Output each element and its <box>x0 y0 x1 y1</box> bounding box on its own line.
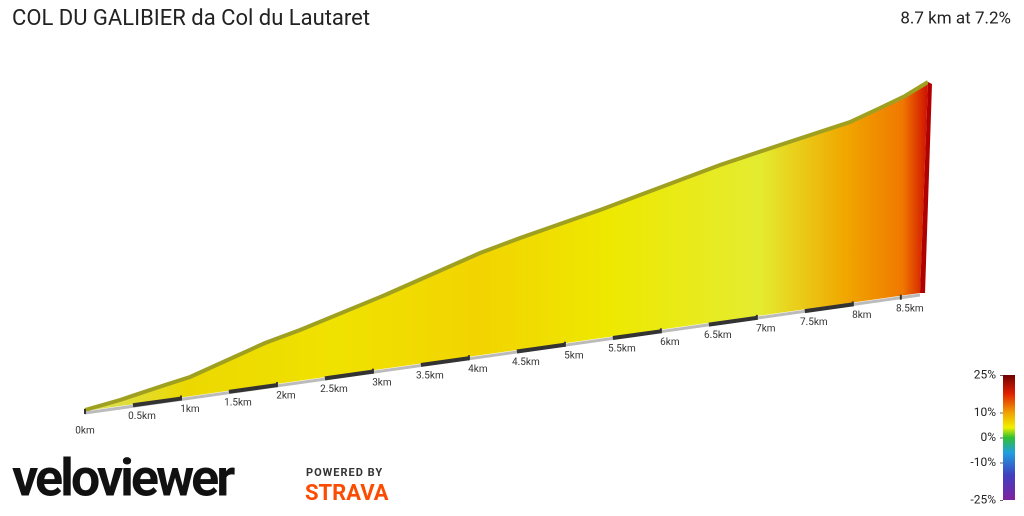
x-tick-label: 5.5km <box>608 344 636 355</box>
logo: veloviewer <box>12 448 235 509</box>
legend-label: -10% <box>970 455 996 469</box>
x-tick-label: 5km <box>564 350 584 361</box>
profile-area <box>85 82 928 411</box>
tick-mark <box>420 356 470 367</box>
legend-label: 10% <box>974 405 996 419</box>
x-tick-label: 2.5km <box>320 384 348 395</box>
strava-logo: STRAVA <box>305 481 389 506</box>
x-tick-label: 6km <box>660 337 680 348</box>
x-tick-label: 8.5km <box>896 303 924 314</box>
legend-label: -25% <box>970 493 996 507</box>
powered-by: POWERED BY <box>306 466 383 479</box>
x-tick-label: 6.5km <box>704 330 732 341</box>
tick-mark <box>804 302 854 314</box>
x-tick-label: 3km <box>372 377 392 388</box>
profile-edge <box>84 80 930 412</box>
x-tick-label: 8km <box>852 310 872 321</box>
legend-label: 25% <box>974 368 996 382</box>
x-tick-label: 0.5km <box>128 411 156 422</box>
tick-mark <box>132 396 182 408</box>
x-tick-label: 7km <box>756 324 776 335</box>
x-tick-label: 3.5km <box>416 371 444 382</box>
baseline <box>84 293 921 415</box>
x-tick-label: 0km <box>75 426 95 437</box>
gradient-scale <box>1003 375 1015 500</box>
chart-title: COL DU GALIBIER da Col du Lautaret <box>12 6 370 31</box>
x-tick-label: 1.5km <box>224 397 252 408</box>
tick-mark <box>708 315 758 327</box>
tick-mark <box>228 383 278 394</box>
tick-mark <box>516 342 566 354</box>
profile-end <box>920 82 932 293</box>
x-tick-label: 4.5km <box>512 357 540 368</box>
tick-mark <box>324 369 374 381</box>
legend-label: 0% <box>980 430 996 444</box>
chart-subtitle: 8.7 km at 7.2% <box>900 8 1011 28</box>
x-tick-label: 1km <box>180 404 200 415</box>
x-tick-label: 2km <box>276 391 296 402</box>
x-tick-label: 4km <box>468 364 488 375</box>
x-tick-label: 7.5km <box>800 317 828 328</box>
tick-mark <box>612 329 662 341</box>
